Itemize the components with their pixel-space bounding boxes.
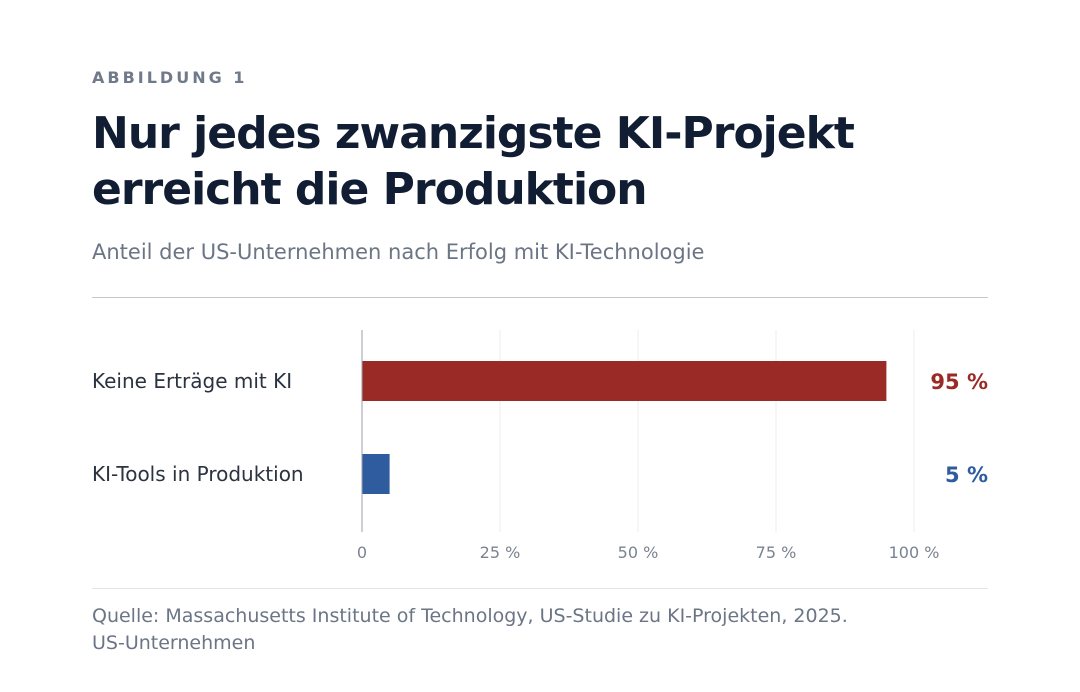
x-tick-label: 0 (357, 543, 367, 562)
source-note: Quelle: Massachusetts Institute of Techn… (92, 603, 972, 657)
bar (362, 454, 390, 494)
source-line-2: US-Unternehmen (92, 632, 256, 654)
category-label: Keine Erträge mit KI (92, 369, 292, 393)
header-divider (92, 297, 988, 298)
value-label: 95 % (930, 370, 988, 394)
x-tick-label: 75 % (756, 543, 797, 562)
bar (362, 361, 887, 401)
x-tick-label: 50 % (618, 543, 659, 562)
chart-title: Nur jedes zwanzigste KI-Projekt erreicht… (92, 108, 855, 215)
category-label: KI-Tools in Produktion (92, 462, 304, 486)
footer-divider (92, 588, 988, 589)
x-tick-label: 100 % (889, 543, 940, 562)
chart-subtitle: Anteil der US-Unternehmen nach Erfolg mi… (92, 240, 705, 264)
source-line-1: Quelle: Massachusetts Institute of Techn… (92, 605, 848, 627)
x-tick-label: 25 % (480, 543, 521, 562)
figure-label: ABBILDUNG 1 (92, 68, 248, 87)
value-label: 5 % (945, 463, 988, 487)
